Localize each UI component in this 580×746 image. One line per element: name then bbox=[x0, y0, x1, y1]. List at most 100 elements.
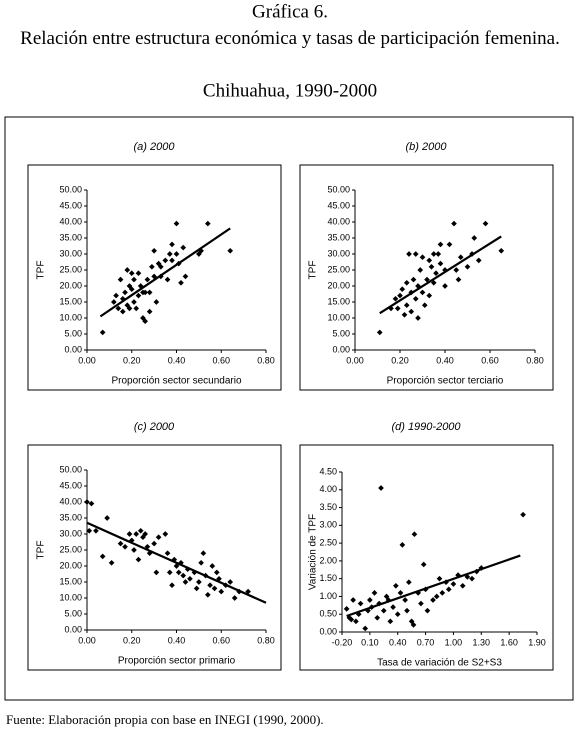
point bbox=[469, 575, 475, 582]
x-axis-label: Proporción sector terciario bbox=[387, 376, 504, 387]
point bbox=[419, 254, 426, 261]
point bbox=[410, 276, 417, 283]
point bbox=[111, 299, 117, 305]
point bbox=[459, 582, 466, 589]
trend-line bbox=[86, 521, 267, 604]
point bbox=[182, 273, 189, 280]
x-tick-label: 0.10 bbox=[361, 637, 379, 647]
point bbox=[99, 553, 106, 560]
point bbox=[399, 542, 406, 548]
x-tick-label: 1.30 bbox=[473, 637, 491, 647]
y-axis-label: TPF bbox=[308, 261, 319, 280]
point bbox=[430, 597, 436, 603]
point bbox=[131, 299, 137, 305]
y-tick-label: 50.00 bbox=[59, 464, 82, 474]
x-tick-label: 0.60 bbox=[212, 635, 230, 645]
panel-frame bbox=[27, 444, 282, 671]
point bbox=[435, 251, 442, 257]
y-tick-label: 40.00 bbox=[59, 216, 82, 226]
point bbox=[412, 251, 419, 257]
point bbox=[155, 534, 162, 541]
point bbox=[421, 302, 428, 309]
point bbox=[117, 540, 124, 547]
point bbox=[498, 247, 505, 254]
panel-title: (d) 1990-2000 bbox=[391, 421, 461, 433]
y-tick-label: 1.00 bbox=[319, 591, 337, 601]
point bbox=[411, 531, 418, 538]
y-tick-label: 45.00 bbox=[59, 200, 82, 210]
point bbox=[166, 251, 173, 257]
point bbox=[430, 279, 437, 286]
figure-subtitle: Relación entre estructura económica y ta… bbox=[20, 28, 560, 49]
x-axis-label: Proporción sector primario bbox=[118, 656, 236, 667]
point bbox=[200, 550, 207, 557]
point bbox=[135, 270, 142, 277]
point bbox=[406, 251, 412, 257]
point bbox=[146, 308, 153, 315]
point bbox=[99, 329, 106, 336]
point bbox=[426, 292, 433, 299]
point bbox=[455, 276, 462, 283]
point bbox=[404, 607, 410, 614]
point bbox=[419, 289, 426, 296]
point bbox=[450, 581, 457, 587]
point bbox=[430, 251, 437, 257]
y-tick-label: 25.00 bbox=[59, 264, 82, 274]
point bbox=[390, 604, 396, 610]
y-tick-label: 25.00 bbox=[327, 264, 350, 274]
point bbox=[378, 485, 384, 491]
point bbox=[169, 241, 175, 248]
point bbox=[144, 276, 151, 283]
figure-place: Chihuahua, 1990-2000 bbox=[203, 80, 377, 101]
point bbox=[198, 559, 204, 566]
point bbox=[117, 276, 124, 283]
y-tick-label: 35.00 bbox=[59, 512, 82, 522]
point bbox=[153, 569, 160, 576]
y-tick-label: 35.00 bbox=[327, 232, 350, 242]
point bbox=[84, 499, 90, 505]
point bbox=[394, 611, 401, 618]
y-tick-label: 2.50 bbox=[319, 537, 337, 547]
point bbox=[178, 279, 184, 286]
point bbox=[113, 292, 119, 299]
point bbox=[180, 244, 187, 251]
point bbox=[437, 260, 444, 267]
y-tick-label: 4.50 bbox=[319, 466, 337, 476]
y-tick-label: 5.00 bbox=[64, 608, 82, 618]
point bbox=[397, 292, 403, 299]
point bbox=[433, 270, 439, 277]
point bbox=[173, 251, 180, 257]
y-tick-label: 0.00 bbox=[64, 344, 82, 354]
y-tick-label: 0.00 bbox=[332, 344, 350, 354]
point bbox=[151, 540, 157, 547]
point bbox=[446, 241, 453, 248]
y-tick-label: 5.00 bbox=[332, 328, 350, 338]
point bbox=[410, 622, 417, 628]
point bbox=[207, 582, 213, 589]
y-tick-label: 1.50 bbox=[319, 573, 337, 583]
point bbox=[164, 550, 171, 557]
point bbox=[137, 527, 144, 534]
panel-frame bbox=[299, 164, 554, 391]
point bbox=[126, 305, 133, 312]
x-tick-label: 0.40 bbox=[389, 637, 407, 647]
panel-frame bbox=[27, 164, 282, 391]
point bbox=[153, 299, 160, 305]
y-tick-label: 20.00 bbox=[59, 560, 82, 570]
x-tick-label: 0.00 bbox=[346, 355, 364, 365]
point bbox=[162, 257, 169, 264]
point bbox=[135, 556, 142, 563]
point bbox=[397, 590, 404, 596]
point bbox=[482, 220, 489, 227]
point bbox=[162, 531, 169, 537]
point bbox=[169, 257, 175, 264]
y-axis-label: Variación de TPF bbox=[308, 514, 319, 590]
point bbox=[133, 305, 140, 312]
point bbox=[424, 276, 430, 283]
outer-frame bbox=[4, 116, 574, 701]
point bbox=[424, 607, 431, 614]
trend-line bbox=[346, 554, 521, 618]
point bbox=[439, 590, 446, 596]
point bbox=[402, 597, 408, 603]
